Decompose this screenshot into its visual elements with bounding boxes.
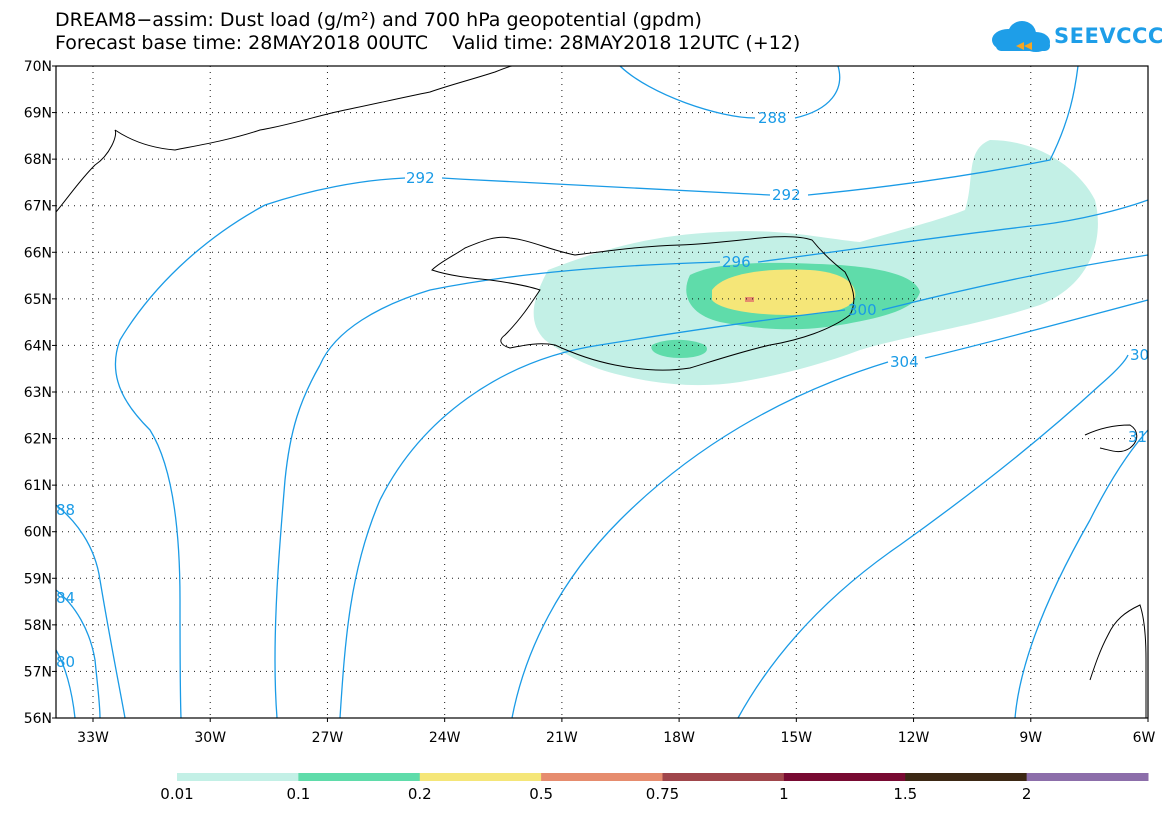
colorbar-segment (298, 773, 421, 781)
chart-subtitle: Forecast base time: 28MAY2018 00UTC Vali… (55, 32, 801, 54)
lat-label: 64N (24, 338, 52, 354)
chart-title: DREAM8−assim: Dust load (g/m²) and 700 h… (55, 9, 702, 31)
dust-area-02 (712, 269, 856, 315)
longitude-labels: 33W 30W 27W 24W 21W 18W 15W 12W 9W 6W (77, 730, 1155, 746)
colorbar-label: 1 (779, 785, 789, 803)
lon-label: 21W (546, 730, 578, 746)
colorbar-segment (783, 773, 906, 781)
lon-label: 15W (780, 730, 812, 746)
colorbar-label: 1.5 (893, 785, 918, 803)
colorbar-segment (177, 773, 299, 781)
lon-label: 30W (194, 730, 226, 746)
colorbar-label: 0.2 (407, 785, 432, 803)
contour-left-280 (55, 649, 76, 719)
contour-label-292a: 292 (406, 169, 435, 187)
contour-left-284 (55, 589, 101, 719)
logo-text: SEEVCCC (1054, 24, 1164, 48)
colorbar (177, 773, 1149, 781)
axis-ticks (52, 65, 1149, 722)
lat-label: 70N (24, 59, 52, 75)
contour-left-1 (114, 204, 266, 719)
colorbar-label: 0.01 (160, 785, 194, 803)
coast-faroe (1084, 424, 1138, 453)
seevccc-logo (992, 21, 1050, 52)
lon-label: 12W (898, 730, 930, 746)
contour-312 (1014, 429, 1149, 719)
lat-label: 60N (24, 525, 52, 541)
contour-label-308-edge: 30 (1130, 346, 1149, 364)
contour-label-304: 304 (890, 353, 919, 371)
contour-label-288: 288 (758, 109, 787, 127)
contour-292 (264, 65, 1079, 206)
colorbar-segment (1026, 773, 1149, 781)
lon-label: 27W (312, 730, 344, 746)
contour-labels: 288 292 292 296 300 304 30 31 88 84 80 (56, 109, 1149, 671)
contour-label-296: 296 (722, 253, 751, 271)
grid-lines (56, 66, 1148, 718)
colorbar-label: 0.75 (645, 785, 680, 803)
lat-label: 57N (24, 664, 52, 680)
colorbar-segment (541, 773, 663, 781)
colorbar-label: 0.5 (529, 785, 554, 803)
contour-label-312-edge: 31 (1128, 428, 1147, 446)
contour-300 (339, 254, 1149, 719)
coast-scotland (1089, 604, 1147, 718)
coastlines (55, 65, 1147, 718)
colorbar-label: 2 (1021, 785, 1032, 803)
contour-296 (319, 199, 1149, 366)
lon-label: 6W (1133, 730, 1156, 746)
lat-label: 61N (24, 478, 52, 494)
contour-label-300: 300 (848, 301, 877, 319)
dust-area-05 (745, 297, 754, 302)
lat-label: 58N (24, 618, 52, 634)
lon-label: 9W (1019, 730, 1042, 746)
lat-label: 63N (24, 385, 52, 401)
dust-load-shading (533, 140, 1098, 386)
colorbar-segment (419, 773, 542, 781)
lon-label: 33W (77, 730, 109, 746)
contour-label-288-left: 88 (56, 501, 75, 519)
lat-label: 68N (24, 152, 52, 168)
lon-label: 24W (429, 730, 461, 746)
coast-iceland (431, 236, 855, 371)
lat-label: 66N (24, 245, 52, 261)
contour-label-292b: 292 (772, 186, 801, 204)
colorbar-segment (662, 773, 785, 781)
cloud-icon (992, 21, 1050, 52)
lat-label: 62N (24, 432, 52, 448)
latitude-labels: 70N 69N 68N 67N 66N 65N 64N 63N 62N 61N 60N 59N 58N 5… (24, 59, 52, 727)
contour-296-tail (274, 364, 321, 719)
lat-label: 56N (24, 711, 52, 727)
contour-left-288 (55, 504, 126, 719)
contour-288-top (619, 65, 841, 119)
lat-label: 67N (24, 199, 52, 215)
contour-304 (511, 299, 1149, 719)
lat-label: 69N (24, 106, 52, 122)
dust-area-001 (533, 140, 1098, 386)
lon-label: 18W (663, 730, 695, 746)
contour-label-280-left: 80 (56, 653, 75, 671)
contour-308 (737, 354, 1129, 719)
geopotential-contours (55, 65, 1149, 719)
colorbar-segment (905, 773, 1028, 781)
lat-label: 59N (24, 571, 52, 587)
coast-greenland (55, 65, 513, 213)
colorbar-label: 0.1 (286, 785, 311, 803)
lat-label: 65N (24, 292, 52, 308)
contour-label-284-left: 84 (56, 589, 75, 607)
